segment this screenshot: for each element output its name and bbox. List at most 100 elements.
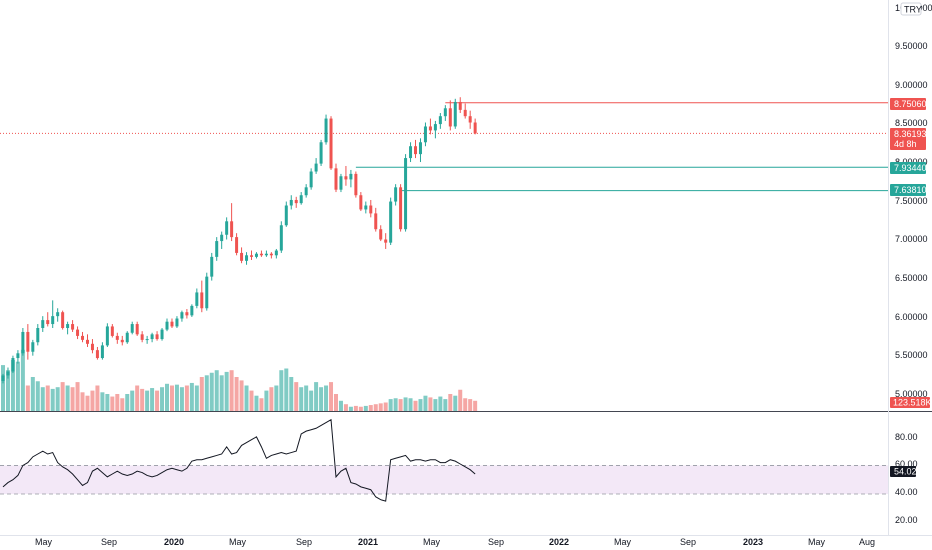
candle-body bbox=[364, 205, 368, 210]
rsi-axis[interactable]: 80.00 60.00 40.00 20.00 bbox=[895, 432, 918, 525]
candle-body bbox=[26, 331, 30, 352]
candle-body bbox=[264, 253, 268, 256]
volume-bar bbox=[363, 405, 368, 411]
volume-bar bbox=[100, 392, 105, 411]
volume-bar bbox=[279, 370, 284, 411]
volume-bar bbox=[30, 377, 35, 411]
volume-bar bbox=[319, 387, 324, 411]
current-price-tag: 8.36193 4d 8h bbox=[890, 128, 927, 150]
volume-bar bbox=[443, 399, 448, 411]
volume-bar bbox=[70, 387, 75, 411]
candle-body bbox=[399, 187, 403, 230]
volume-bar bbox=[135, 385, 140, 411]
candle-body bbox=[428, 126, 432, 131]
volume-bar bbox=[468, 399, 473, 411]
candle-body bbox=[418, 142, 422, 155]
volume-bar bbox=[473, 400, 478, 411]
candle-body bbox=[140, 334, 144, 340]
resistance-price-tag: 8.75060 bbox=[890, 98, 927, 110]
bar-countdown: 4d 8h bbox=[894, 139, 917, 149]
volume-bar bbox=[274, 385, 279, 411]
volume-bar bbox=[294, 382, 299, 411]
candle-body bbox=[150, 334, 154, 340]
time-tick: Sep bbox=[296, 537, 312, 547]
currency-badge[interactable]: TRY bbox=[900, 2, 922, 16]
price-axis[interactable]: 10.00000 9.50000 9.00000 8.50000 8.00000… bbox=[895, 3, 932, 399]
volume-bar bbox=[249, 390, 254, 411]
candle-body bbox=[314, 163, 318, 172]
rsi-tick: 40.00 bbox=[895, 487, 918, 497]
rsi-tick: 60.00 bbox=[895, 459, 918, 469]
volume-bar bbox=[140, 388, 145, 411]
price-tick: 8.50000 bbox=[895, 118, 928, 128]
candle-body bbox=[200, 292, 204, 309]
candle-body bbox=[289, 199, 293, 206]
volume-bar bbox=[299, 387, 304, 411]
volume-bar bbox=[309, 390, 314, 411]
candle-body bbox=[334, 168, 338, 190]
candle-body bbox=[195, 292, 199, 306]
volume-bar bbox=[10, 360, 15, 411]
candle-body bbox=[404, 158, 408, 230]
time-tick: Sep bbox=[101, 537, 117, 547]
support-price-tag-1: 7.93440 bbox=[890, 162, 927, 174]
time-tick: 2023 bbox=[743, 537, 763, 547]
volume-bar bbox=[453, 395, 458, 411]
candle-body bbox=[423, 126, 427, 143]
time-axis[interactable]: May Sep 2020 May Sep 2021 May Sep 2022 M… bbox=[35, 537, 875, 547]
candle-body bbox=[76, 329, 80, 336]
volume-bar bbox=[219, 375, 224, 411]
candle-body bbox=[81, 335, 85, 340]
volume-bar bbox=[209, 372, 214, 411]
candle-body bbox=[230, 221, 234, 238]
candle-body bbox=[71, 324, 75, 330]
volume-bar bbox=[115, 394, 120, 411]
candle-body bbox=[31, 342, 35, 352]
rsi-tick: 20.00 bbox=[895, 515, 918, 525]
volume-bar bbox=[333, 394, 338, 411]
time-tick: Sep bbox=[680, 537, 696, 547]
candle-body bbox=[95, 350, 99, 359]
candle-body bbox=[36, 328, 40, 343]
volume-bar bbox=[329, 382, 334, 411]
price-tick: 5.50000 bbox=[895, 350, 928, 360]
horizontal-levels bbox=[0, 102, 888, 192]
volume-bar bbox=[5, 370, 10, 411]
candle-body bbox=[16, 353, 20, 359]
candle-body bbox=[319, 142, 323, 164]
candle-body bbox=[274, 250, 278, 256]
volume-bar bbox=[199, 377, 204, 411]
candle-body bbox=[11, 358, 15, 372]
volume-bar bbox=[418, 399, 423, 411]
candle-body bbox=[379, 229, 383, 240]
candle-body bbox=[468, 116, 472, 123]
time-tick: 2020 bbox=[164, 537, 184, 547]
time-tick: May bbox=[35, 537, 53, 547]
candle-body bbox=[394, 187, 398, 202]
candle-body bbox=[160, 329, 164, 340]
volume-bar bbox=[204, 375, 209, 411]
candle-body bbox=[463, 109, 467, 117]
volume-bar bbox=[90, 390, 95, 411]
volume-bar bbox=[378, 403, 383, 411]
time-tick: 2022 bbox=[549, 537, 569, 547]
volume-bar bbox=[239, 380, 244, 411]
volume-bar bbox=[289, 377, 294, 411]
candle-body bbox=[414, 146, 418, 155]
price-tick: 7.00000 bbox=[895, 234, 928, 244]
volume-bar bbox=[348, 406, 353, 411]
rsi-line bbox=[2, 418, 476, 502]
time-tick: 2021 bbox=[358, 537, 378, 547]
volume-bar bbox=[403, 397, 408, 411]
candle-body bbox=[284, 205, 288, 226]
volume-bar bbox=[438, 396, 443, 411]
candle-body bbox=[235, 237, 239, 253]
volume-bar bbox=[165, 383, 170, 411]
candle-body bbox=[46, 320, 50, 325]
candle-body bbox=[259, 253, 263, 256]
candle-body bbox=[254, 253, 258, 257]
volume-bar bbox=[160, 387, 165, 411]
candle-body bbox=[165, 321, 169, 330]
svg-text:7.63810: 7.63810 bbox=[894, 185, 927, 195]
